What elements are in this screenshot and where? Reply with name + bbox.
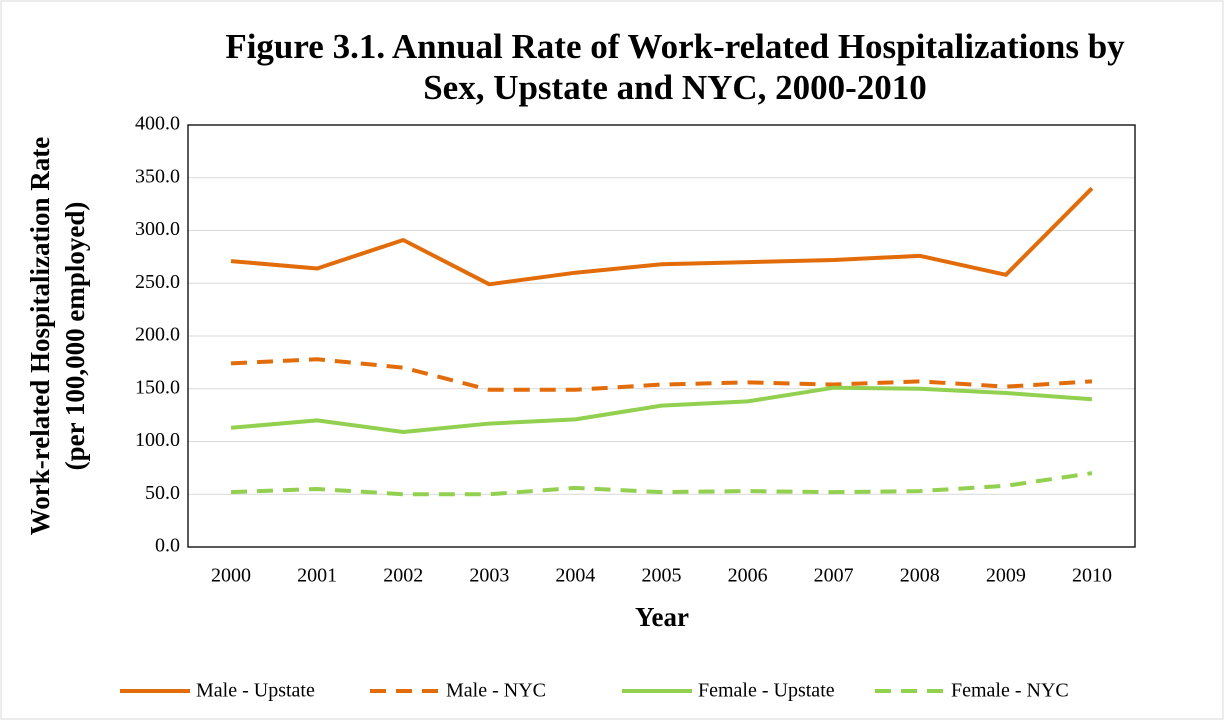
y-axis-title: (per 100,000 employed) <box>60 202 90 471</box>
x-tick-label: 2001 <box>297 565 337 587</box>
series-line <box>230 471 1093 497</box>
y-tick-label: 100.0 <box>135 429 180 451</box>
plot-frame <box>187 124 1136 548</box>
x-tick-label: 2006 <box>728 565 768 587</box>
x-tick-label: 2003 <box>469 565 509 587</box>
y-tick-label: 200.0 <box>135 324 180 346</box>
y-tick-label: 50.0 <box>145 482 180 504</box>
x-tick-label: 2000 <box>211 565 251 587</box>
series-line <box>230 385 1093 435</box>
series-line <box>230 357 1093 392</box>
legend-label: Female - NYC <box>951 680 1069 702</box>
chart-title: Figure 3.1. Annual Rate of Work-related … <box>225 27 1125 66</box>
legend-label: Female - Upstate <box>698 680 835 702</box>
x-tick-label: 2005 <box>642 565 682 587</box>
x-tick-label: 2008 <box>900 565 940 587</box>
x-axis-title: Year <box>635 602 689 632</box>
x-tick-label: 2007 <box>814 565 854 587</box>
x-tick-label: 2002 <box>383 565 423 587</box>
x-tick-label: 2009 <box>986 565 1026 587</box>
series-line <box>230 186 1094 287</box>
y-tick-label: 150.0 <box>135 376 180 398</box>
y-tick-label: 400.0 <box>135 113 180 135</box>
y-tick-label: 0.0 <box>155 535 180 557</box>
legend-label: Male - Upstate <box>196 680 315 702</box>
y-tick-label: 350.0 <box>135 165 180 187</box>
chart-title: Sex, Upstate and NYC, 2000-2010 <box>423 68 927 107</box>
x-tick-label: 2010 <box>1072 565 1112 587</box>
y-tick-label: 300.0 <box>135 218 180 240</box>
x-tick-label: 2004 <box>555 565 595 587</box>
y-tick-label: 250.0 <box>135 271 180 293</box>
y-axis-title: Work-related Hospitalization Rate <box>25 137 55 535</box>
legend-label: Male - NYC <box>446 680 546 702</box>
